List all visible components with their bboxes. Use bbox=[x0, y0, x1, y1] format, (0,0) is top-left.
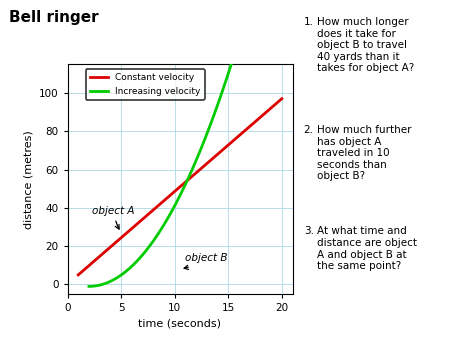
Text: 1.: 1. bbox=[304, 17, 314, 27]
Text: object A: object A bbox=[92, 206, 135, 229]
Text: 2.: 2. bbox=[304, 125, 314, 135]
Text: How much longer
does it take for
object B to travel
40 yards than it
takes for o: How much longer does it take for object … bbox=[317, 17, 414, 73]
Text: At what time and
distance are object
A and object B at
the same point?: At what time and distance are object A a… bbox=[317, 226, 417, 271]
X-axis label: time (seconds): time (seconds) bbox=[139, 319, 221, 329]
Legend: Constant velocity, Increasing velocity: Constant velocity, Increasing velocity bbox=[86, 69, 205, 100]
Text: Bell ringer: Bell ringer bbox=[9, 10, 99, 25]
Text: object B: object B bbox=[184, 254, 228, 269]
Y-axis label: distance (metres): distance (metres) bbox=[23, 130, 33, 228]
Text: How much further
has object A
traveled in 10
seconds than
object B?: How much further has object A traveled i… bbox=[317, 125, 412, 182]
Text: 3.: 3. bbox=[304, 226, 314, 237]
